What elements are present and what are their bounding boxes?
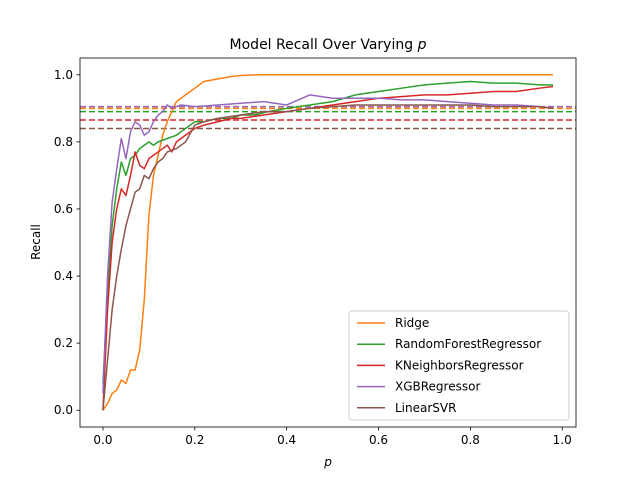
legend-label-2: KNeighborsRegressor — [395, 358, 524, 372]
x-tick-label: 0.6 — [369, 433, 388, 447]
chart-title: Model Recall Over Varying p — [230, 37, 427, 53]
x-tick-label: 0.8 — [461, 433, 480, 447]
legend: Ridge RandomForestRegressor KNeighborsRegr… — [348, 310, 570, 421]
series-line-3 — [102, 94, 554, 394]
legend-label-1: RandomForestRegressor — [395, 337, 541, 351]
y-tick-label: 0.4 — [54, 269, 73, 283]
x-axis-label: p — [323, 455, 332, 469]
legend-label-0: Ridge — [395, 316, 429, 330]
x-tick-label: 1.0 — [553, 433, 572, 447]
chart-title-prefix: Model Recall Over Varying — [230, 37, 418, 53]
x-tick-label: 0.2 — [185, 433, 204, 447]
baseline-lines — [80, 105, 576, 130]
series-line-2 — [102, 85, 554, 411]
y-tick-label: 0.2 — [54, 336, 73, 350]
legend-label-4: LinearSVR — [395, 401, 456, 415]
series-line-4 — [102, 104, 554, 411]
y-tick-label: 0.8 — [54, 135, 73, 149]
chart-title-variable: p — [417, 37, 427, 53]
series-lines — [102, 74, 554, 411]
x-tick-label: 0.4 — [277, 433, 296, 447]
y-axis-ticks: 0.0 0.2 0.4 0.6 0.8 1.0 — [54, 68, 80, 417]
y-tick-label: 1.0 — [54, 68, 73, 82]
series-line-0 — [102, 74, 554, 411]
y-tick-label: 0.0 — [54, 403, 73, 417]
y-tick-label: 0.6 — [54, 202, 73, 216]
x-tick-label: 0.0 — [93, 433, 112, 447]
legend-box — [348, 310, 570, 421]
legend-label-3: XGBRegressor — [395, 380, 480, 394]
plot-frame — [79, 57, 577, 428]
x-axis-ticks: 0.0 0.2 0.4 0.6 0.8 1.0 — [93, 427, 572, 447]
y-axis-label: Recall — [29, 224, 43, 260]
